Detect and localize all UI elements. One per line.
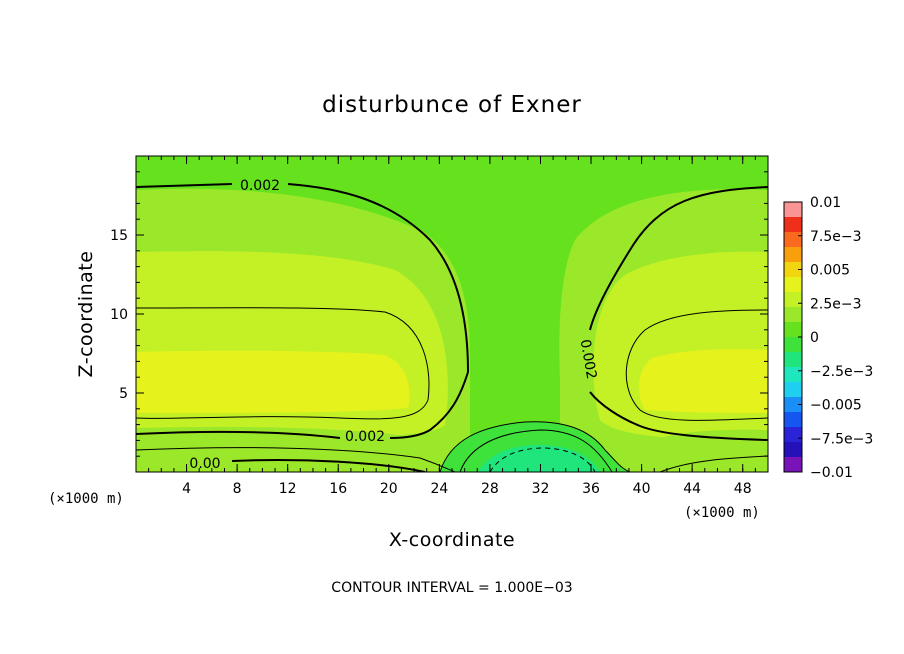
colorbar-swatch — [784, 202, 802, 218]
x-tick-label: 20 — [380, 481, 398, 497]
colorbar-label: −0.005 — [810, 398, 862, 414]
x-tick-label: 36 — [582, 481, 600, 497]
x-tick-label: 28 — [481, 481, 499, 497]
colorbar-label: 0.01 — [810, 195, 841, 211]
y-unit-label: (×1000 m) — [684, 505, 760, 521]
contour-line — [625, 309, 768, 421]
y-axis-label: Z-coordinate — [75, 251, 97, 378]
x-tick-label: 24 — [430, 481, 448, 497]
contour-line — [589, 186, 768, 441]
x-unit-label: (×1000 m) — [48, 491, 124, 507]
colorbar-swatch — [784, 382, 802, 398]
contour-line — [136, 183, 470, 439]
x-tick-label: 32 — [532, 481, 550, 497]
colorbar-label: −0.01 — [810, 465, 853, 481]
colorbar-swatch — [784, 217, 802, 233]
colorbar-swatch — [784, 412, 802, 428]
x-tick-label: 40 — [633, 481, 651, 497]
field-mid-band-left — [136, 251, 448, 445]
field-bottom-minimum — [478, 444, 600, 472]
x-tick-label: 48 — [734, 481, 752, 497]
y-axis-ticks: 5 10 15 — [110, 155, 768, 473]
colorbar-label: 2.5e−3 — [810, 296, 862, 312]
colorbar-swatch — [784, 427, 802, 443]
contour-line — [459, 429, 613, 472]
colorbar-label: 0.005 — [810, 263, 850, 279]
colorbar-swatch — [784, 322, 802, 338]
contour-label: 0.00 — [189, 456, 220, 472]
colorbar-swatch — [784, 397, 802, 413]
colorbar-swatch — [784, 457, 802, 473]
x-tick-label: 12 — [279, 481, 297, 497]
colorbar-swatch — [784, 442, 802, 458]
colorbar-swatch — [784, 292, 802, 308]
colorbar-swatch — [784, 247, 802, 263]
x-axis-label: X-coordinate — [389, 529, 515, 551]
colorbar-labels: 0.01 7.5e−3 0.005 2.5e−3 0 −2.5e−3 −0.005 −7.5e… — [798, 195, 873, 481]
plot-area — [136, 156, 768, 472]
colorbar-swatch — [784, 307, 802, 323]
colorbar-swatch — [784, 337, 802, 353]
x-tick-label: 16 — [329, 481, 347, 497]
contour-label: 0.002 — [345, 429, 385, 445]
field-core-left — [136, 350, 410, 413]
colorbar-label: 7.5e−3 — [810, 229, 862, 245]
colorbar — [783, 201, 803, 473]
contour-label: 0.002 — [577, 338, 600, 380]
colorbar-swatch — [784, 367, 802, 383]
field-core-right — [638, 349, 768, 413]
contour-line — [439, 421, 631, 472]
x-tick-label: 8 — [233, 481, 242, 497]
contour-lines — [136, 183, 768, 472]
x-tick-label: 44 — [683, 481, 701, 497]
colorbar-swatch — [784, 352, 802, 368]
y-tick-label: 15 — [110, 228, 128, 244]
colorbar-swatch — [784, 262, 802, 278]
y-tick-label: 10 — [110, 307, 128, 323]
contour-line — [136, 430, 341, 439]
contour-line — [136, 307, 430, 420]
x-tick-label: 4 — [182, 481, 191, 497]
x-axis-ticks: 4 8 12 16 20 24 28 32 36 40 44 48 — [135, 156, 769, 497]
contour-interval-note: CONTOUR INTERVAL = 1.000E−03 — [331, 580, 572, 596]
contour-line — [659, 455, 768, 472]
colorbar-label: −2.5e−3 — [810, 364, 873, 380]
colorbar-swatch — [784, 232, 802, 248]
y-tick-label: 5 — [119, 386, 128, 402]
contour-label: 0.002 — [240, 178, 280, 194]
colorbar-label: 0 — [810, 330, 819, 346]
colorbar-label: −7.5e−3 — [810, 431, 873, 447]
contour-line — [231, 459, 426, 472]
contour-labels: 0.002 0.002 0.002 0.00 — [189, 178, 599, 472]
chart-title: disturbunce of Exner — [322, 92, 582, 118]
contour-line — [136, 447, 456, 472]
colorbar-swatch — [784, 277, 802, 293]
